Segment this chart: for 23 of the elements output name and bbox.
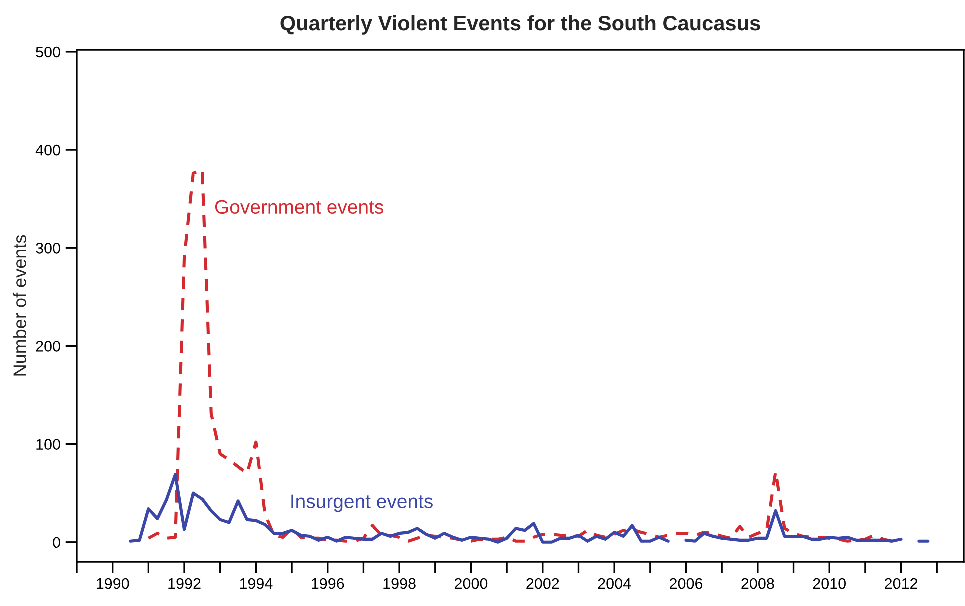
x-tick-label: 2008 <box>742 578 774 590</box>
x-tick-label: 2012 <box>885 578 918 590</box>
x-tick-label: 1992 <box>168 578 201 590</box>
x-tick-label: 1994 <box>240 578 273 590</box>
x-tick-label: 1990 <box>97 578 130 590</box>
line-series <box>147 168 894 543</box>
series-label: Insurgent events <box>292 494 433 512</box>
x-tick-label: 2006 <box>670 578 703 590</box>
y-tick-label: 500 <box>36 46 60 58</box>
y-tick-label: 300 <box>36 243 60 254</box>
y-axis-title: Number of events <box>13 235 26 376</box>
x-tick-label: 1996 <box>312 578 344 590</box>
series-label: Government events <box>215 200 384 214</box>
x-tick-label: 2002 <box>526 578 560 590</box>
x-tick-label: 1998 <box>384 578 416 590</box>
y-tick-label: 0 <box>53 537 60 548</box>
y-tick-label: 200 <box>36 341 60 352</box>
x-tick-label: 2000 <box>455 578 488 590</box>
x-tick-label: 2004 <box>598 578 632 590</box>
chart-title: Quarterly Violent Events for the South Caucasus <box>280 15 760 35</box>
y-tick-label: 100 <box>36 439 60 450</box>
x-tick-label: 2010 <box>813 578 846 590</box>
y-tick-label: 400 <box>36 144 60 156</box>
